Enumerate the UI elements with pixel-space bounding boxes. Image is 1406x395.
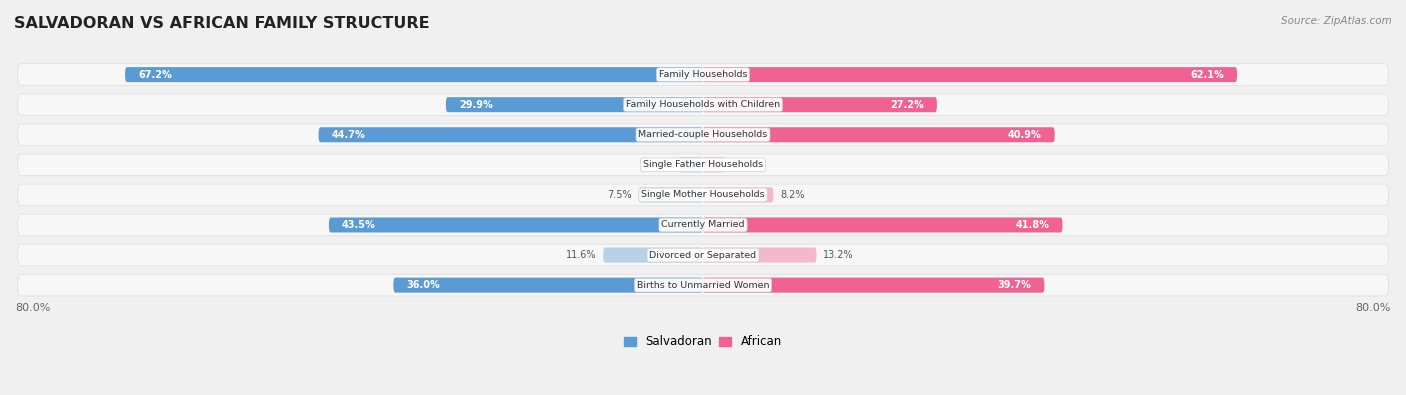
FancyBboxPatch shape [18,244,1388,266]
Text: 27.2%: 27.2% [890,100,924,110]
Text: 80.0%: 80.0% [1355,303,1391,313]
Text: SALVADORAN VS AFRICAN FAMILY STRUCTURE: SALVADORAN VS AFRICAN FAMILY STRUCTURE [14,16,430,31]
Text: 80.0%: 80.0% [15,303,51,313]
FancyBboxPatch shape [703,187,773,202]
Text: 41.8%: 41.8% [1015,220,1050,230]
Text: 62.1%: 62.1% [1191,70,1225,80]
FancyBboxPatch shape [703,97,936,112]
FancyBboxPatch shape [319,127,703,142]
FancyBboxPatch shape [18,64,1388,85]
Text: Divorced or Separated: Divorced or Separated [650,250,756,260]
Text: Source: ZipAtlas.com: Source: ZipAtlas.com [1281,16,1392,26]
FancyBboxPatch shape [18,184,1388,206]
FancyBboxPatch shape [18,124,1388,146]
FancyBboxPatch shape [125,67,703,82]
Text: 67.2%: 67.2% [138,70,172,80]
FancyBboxPatch shape [678,157,703,172]
Text: 8.2%: 8.2% [780,190,804,200]
Text: Single Mother Households: Single Mother Households [641,190,765,199]
FancyBboxPatch shape [703,67,1237,82]
Text: 7.5%: 7.5% [607,190,631,200]
Text: 36.0%: 36.0% [406,280,440,290]
Text: 2.9%: 2.9% [647,160,671,170]
FancyBboxPatch shape [18,94,1388,115]
FancyBboxPatch shape [18,274,1388,296]
Text: 13.2%: 13.2% [824,250,853,260]
Text: Currently Married: Currently Married [661,220,745,229]
Text: Births to Unmarried Women: Births to Unmarried Women [637,280,769,290]
FancyBboxPatch shape [18,154,1388,176]
FancyBboxPatch shape [638,187,703,202]
Text: 39.7%: 39.7% [998,280,1032,290]
Text: Married-couple Households: Married-couple Households [638,130,768,139]
Legend: Salvadoran, African: Salvadoran, African [620,331,786,353]
FancyBboxPatch shape [394,278,703,293]
Text: 43.5%: 43.5% [342,220,375,230]
FancyBboxPatch shape [703,218,1063,233]
FancyBboxPatch shape [329,218,703,233]
FancyBboxPatch shape [703,127,1054,142]
Text: Family Households: Family Households [659,70,747,79]
Text: 11.6%: 11.6% [565,250,596,260]
Text: 2.5%: 2.5% [731,160,756,170]
FancyBboxPatch shape [446,97,703,112]
FancyBboxPatch shape [703,157,724,172]
FancyBboxPatch shape [603,248,703,263]
FancyBboxPatch shape [703,248,817,263]
Text: 29.9%: 29.9% [458,100,492,110]
Text: Family Households with Children: Family Households with Children [626,100,780,109]
Text: 44.7%: 44.7% [332,130,366,140]
Text: Single Father Households: Single Father Households [643,160,763,169]
FancyBboxPatch shape [703,278,1045,293]
Text: 40.9%: 40.9% [1008,130,1042,140]
FancyBboxPatch shape [18,214,1388,236]
